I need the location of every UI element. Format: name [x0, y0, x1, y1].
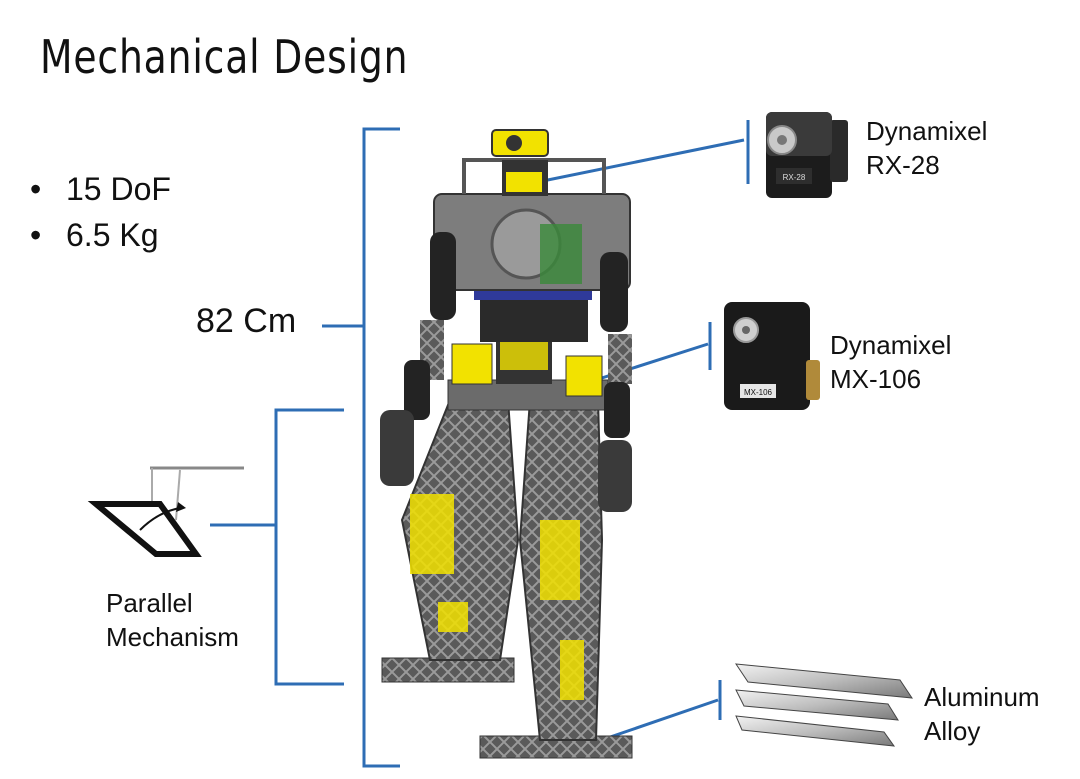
spec-dof: 15 DoF: [30, 166, 171, 212]
height-bracket: [322, 127, 400, 768]
mx106-chip-text: MX-106: [744, 388, 773, 397]
rx28-pointer: [527, 120, 750, 186]
spec-list: 15 DoF 6.5 Kg: [30, 166, 171, 258]
rx28-motor-image: RX-28: [766, 112, 848, 198]
mx106-label-line1: Dynamixel: [830, 330, 952, 360]
parallel-label-line1: Parallel: [106, 588, 193, 618]
mx106-label-line2: MX-106: [830, 364, 922, 394]
aluminum-label-line1: Aluminum: [924, 682, 1040, 712]
parallel-mechanism-label: Parallel Mechanism: [106, 586, 239, 654]
parallel-mechanism-icon: [87, 466, 244, 557]
spec-weight: 6.5 Kg: [30, 212, 171, 258]
mx106-motor-image: MX-106: [724, 302, 820, 410]
humanoid-robot-image: [380, 129, 633, 759]
aluminum-label-line2: Alloy: [924, 716, 981, 746]
height-label: 82 Cm: [196, 302, 297, 340]
parallel-label-line2: Mechanism: [106, 622, 239, 652]
slide-title: Mechanical Design: [40, 30, 409, 84]
aluminum-sheets-image: [734, 663, 914, 747]
rx28-label-line2: RX-28: [866, 150, 940, 180]
rx28-chip-text: RX-28: [783, 173, 806, 182]
aluminum-label: Aluminum Alloy: [924, 680, 1040, 748]
rx28-label-line1: Dynamixel: [866, 116, 988, 146]
rx28-label: Dynamixel RX-28: [866, 114, 987, 182]
parallel-bracket: [210, 408, 344, 686]
mx106-label: Dynamixel MX-106: [830, 328, 951, 396]
